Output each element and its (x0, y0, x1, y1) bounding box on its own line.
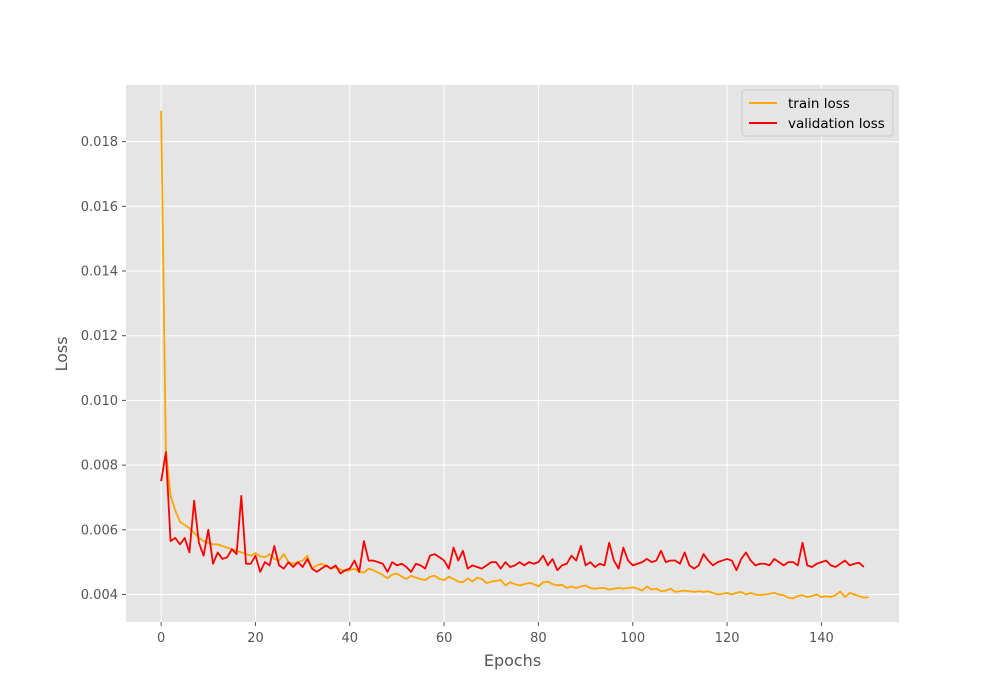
y-axis-ticks: 0.004 0.006 0.008 0.010 0.012 0.014 0.016 0.018 (81, 135, 126, 603)
legend-label-train-loss: train loss (788, 96, 850, 112)
x-axis-label: Epochs (484, 651, 541, 670)
x-tick-label: 20 (247, 631, 264, 646)
x-tick-label: 100 (620, 631, 645, 646)
legend-label-validation-loss: validation loss (788, 116, 885, 132)
y-tick-label: 0.018 (81, 135, 118, 150)
grid-lines (126, 85, 899, 622)
x-tick-label: 120 (715, 631, 740, 646)
series-layer (160, 110, 869, 600)
y-tick-label: 0.008 (81, 459, 118, 474)
legend: train loss validation loss (741, 89, 894, 137)
y-tick-label: 0.006 (81, 523, 118, 538)
y-tick-label: 0.016 (81, 200, 118, 215)
legend-box (741, 89, 894, 137)
x-tick-label: 60 (436, 631, 453, 646)
y-tick-label: 0.014 (81, 265, 118, 280)
x-tick-label: 80 (530, 631, 547, 646)
y-tick-label: 0.010 (81, 394, 118, 409)
plot-background (126, 85, 899, 622)
series-line-validation-loss (160, 451, 865, 575)
series-line-train-loss (160, 110, 869, 600)
x-axis-ticks: 0 20 40 60 80 100 120 140 (157, 622, 834, 646)
x-tick-label: 140 (809, 631, 834, 646)
y-tick-label: 0.004 (81, 588, 118, 603)
x-tick-label: 40 (342, 631, 359, 646)
y-tick-label: 0.012 (81, 329, 118, 344)
x-tick-label: 0 (157, 631, 165, 646)
y-axis-label: Loss (52, 336, 71, 371)
